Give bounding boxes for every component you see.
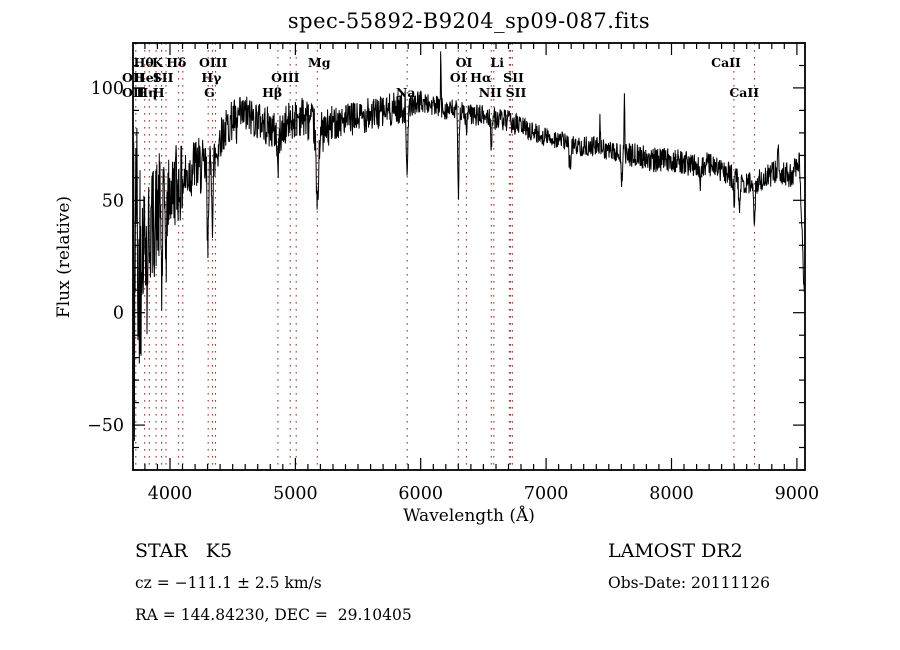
spectral-line-label: OI	[456, 55, 473, 70]
spectral-line-label: OIII	[271, 70, 300, 85]
spectral-line-label: Hα	[470, 70, 492, 85]
spectral-line-label: HeI	[134, 70, 160, 85]
x-tick-label: 5000	[273, 484, 318, 504]
plot-title: spec-55892-B9204_sp09-087.fits	[287, 9, 651, 33]
spectral-line-label: Hγ	[201, 70, 222, 85]
x-tick-label: 8000	[649, 484, 694, 504]
spectral-line-label: K	[152, 55, 164, 70]
spectral-line-label: NII	[479, 85, 502, 100]
cz-value: cz = −111.1 ± 2.5 km/s	[135, 574, 322, 592]
axis-ticks	[133, 42, 805, 471]
x-tick-label: 9000	[775, 484, 820, 504]
ra-dec: RA = 144.84230, DEC = 29.10405	[135, 606, 412, 624]
spectral-line-label: SII	[153, 70, 174, 85]
spectral-line-label: G	[204, 85, 215, 100]
spectral-line-label: CaII	[711, 55, 741, 70]
obs-date: Obs-Date: 20111126	[608, 574, 770, 592]
y-tick-labels: −50 0 50 100	[87, 79, 124, 436]
spectral-line-label: SII	[506, 85, 527, 100]
plot-frame	[132, 42, 806, 471]
spectral-line-label: Hδ	[166, 55, 186, 70]
spectrum-line	[133, 51, 805, 441]
spectral-line-label: CaII	[729, 85, 759, 100]
spectral-line-label: OII	[122, 85, 145, 100]
spectral-line-label: SII	[503, 70, 524, 85]
x-tick-label: 4000	[148, 484, 193, 504]
y-tick-label: 50	[102, 191, 124, 211]
spectral-line-label: Hθ	[134, 55, 154, 70]
spectral-line-label: Na	[396, 85, 416, 100]
spectral-line-label: OI	[450, 70, 467, 85]
survey-label: LAMOST DR2	[608, 540, 743, 562]
x-axis-title: Wavelength (Å)	[403, 506, 535, 526]
spectral-line-label: H	[153, 85, 165, 100]
spectral-line-label: Hβ	[262, 85, 282, 100]
x-tick-labels: 4000 5000 6000 7000 8000 9000	[148, 484, 819, 504]
x-tick-label: 7000	[524, 484, 569, 504]
spectral-line-label: Mg	[308, 55, 331, 70]
spectral-line-label: OIII	[199, 55, 228, 70]
y-tick-label: 0	[113, 304, 124, 324]
y-tick-label: 100	[91, 79, 124, 99]
x-tick-label: 6000	[398, 484, 443, 504]
y-tick-label: −50	[87, 416, 124, 436]
spectral-line-label: Hη	[136, 85, 157, 100]
spectral-line-label: Li	[490, 55, 504, 70]
spectral-line-label: OII	[122, 70, 145, 85]
object-class-label: STAR K5	[135, 540, 233, 562]
y-axis-title: Flux (relative)	[54, 195, 74, 319]
